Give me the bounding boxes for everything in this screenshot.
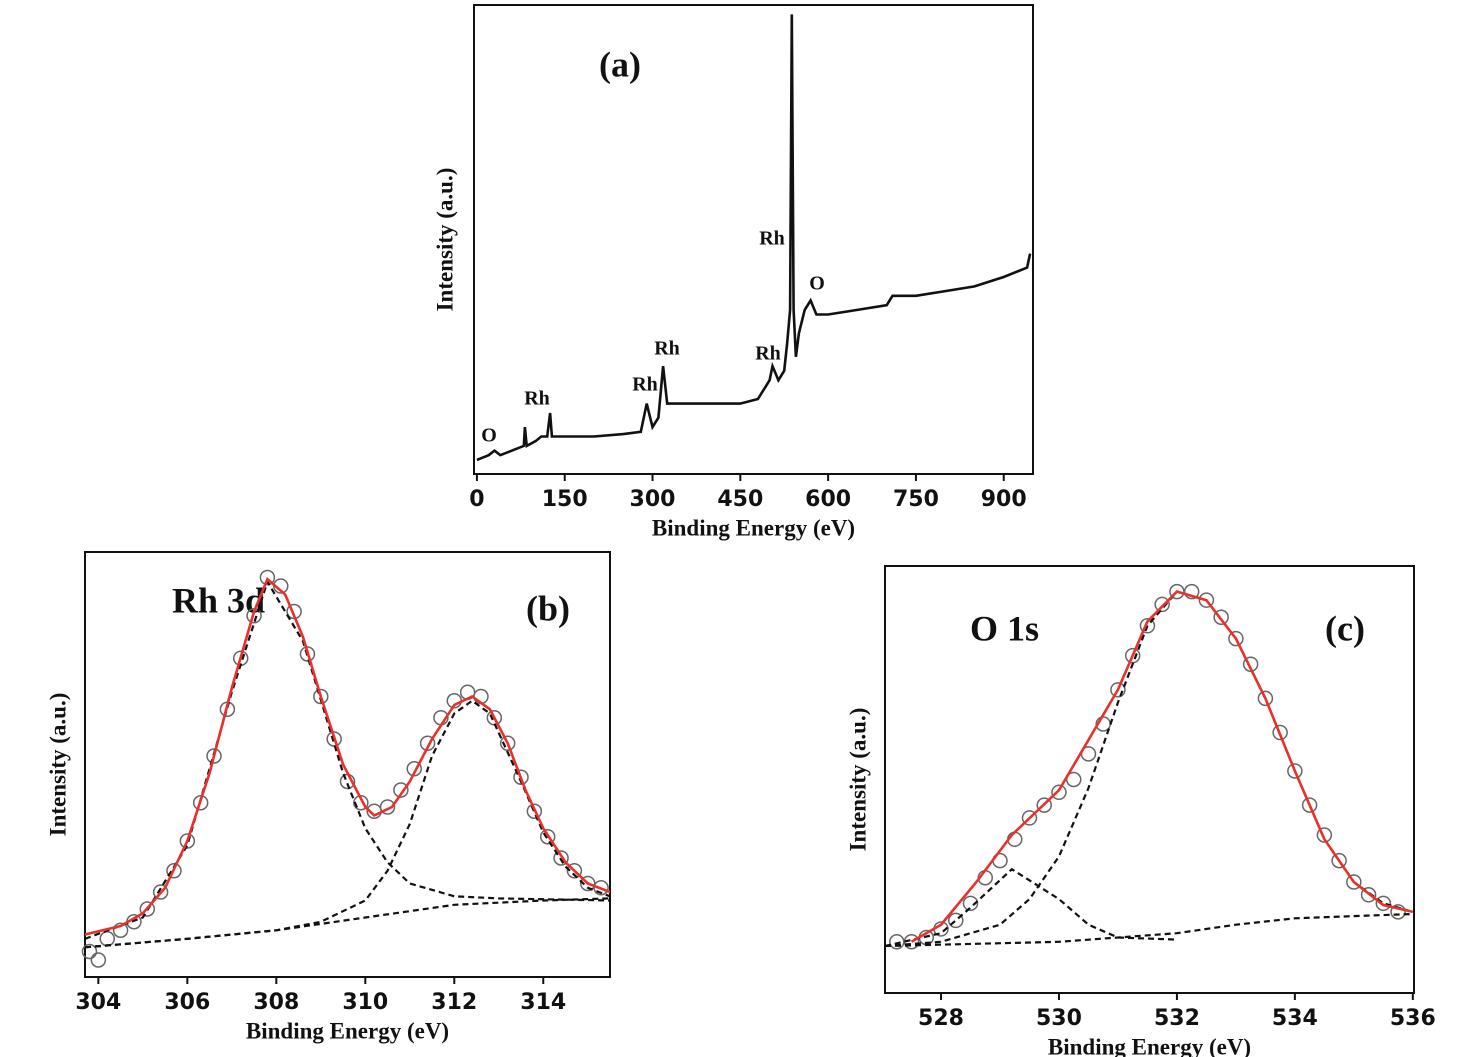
data-point (1375, 895, 1392, 912)
x-axis-label: Binding Energy (eV) (246, 1018, 449, 1043)
x-tick-label: 536 (1390, 1006, 1436, 1031)
data-point (192, 795, 209, 811)
y-axis-label: Intensity (a.u.) (845, 708, 870, 852)
annotation: O 1s (970, 608, 1039, 648)
x-tick-label: 450 (717, 487, 763, 512)
spectrum-line (910, 590, 1414, 943)
data-point (1316, 827, 1333, 843)
annotation: Rh (759, 228, 785, 250)
data-point (1051, 784, 1067, 801)
data-point (1139, 618, 1156, 634)
x-tick-label: 900 (981, 487, 1027, 512)
data-point (379, 799, 396, 815)
data-point (206, 748, 222, 764)
data-point (1272, 724, 1288, 741)
data-point (1228, 630, 1244, 647)
component-curve (84, 699, 611, 949)
data-point (166, 863, 182, 879)
data-point (112, 922, 129, 938)
x-tick-label: 314 (520, 990, 566, 1015)
panel-label: (b) (526, 588, 570, 628)
data-point (1331, 852, 1347, 869)
data-point (139, 901, 156, 917)
data-point (526, 803, 543, 819)
annotation: O (809, 273, 825, 295)
data-point (1346, 874, 1362, 890)
data-point (1183, 583, 1200, 600)
data-point (99, 931, 115, 947)
plot-frame (84, 551, 611, 978)
annotation: Rh (755, 343, 781, 365)
component-curve (84, 897, 611, 949)
x-axis-label: Binding Energy (eV) (652, 515, 855, 540)
component-curve (84, 579, 611, 940)
data-point (1213, 609, 1229, 625)
data-point (513, 769, 529, 785)
data-point (1390, 904, 1406, 920)
annotation: Rh 3d (172, 580, 265, 620)
x-tick-label: 534 (1272, 1006, 1318, 1031)
data-point (1287, 763, 1303, 779)
data-point (1036, 797, 1052, 813)
plot-frame (473, 4, 1034, 475)
x-tick-label: 600 (805, 487, 851, 512)
annotation: Rh (524, 388, 550, 410)
data-point (553, 850, 569, 866)
x-tick-label: 306 (164, 990, 210, 1015)
x-tick-label: 150 (542, 487, 588, 512)
data-point (90, 952, 107, 968)
panel-label: (a) (599, 44, 641, 84)
component-curve (884, 867, 1177, 948)
y-axis-label: Intensity (a.u.) (432, 168, 457, 312)
data-point (499, 735, 516, 751)
data-point (179, 833, 196, 849)
x-tick-label: 532 (1154, 1006, 1200, 1031)
annotation: O (481, 425, 497, 447)
data-point (566, 863, 583, 879)
data-point (1198, 592, 1215, 608)
x-axis-label: Binding Energy (eV) (1048, 1034, 1251, 1057)
data-point (1360, 887, 1377, 903)
data-point (152, 884, 169, 900)
data-point (1257, 690, 1274, 707)
x-tick-label: 528 (918, 1006, 964, 1031)
data-point (259, 569, 276, 586)
data-point (81, 943, 98, 960)
component-curve (884, 912, 1413, 948)
plot-frame (884, 565, 1415, 994)
x-tick-label: 0 (469, 487, 484, 512)
x-tick-label: 530 (1036, 1006, 1082, 1031)
data-point (948, 912, 964, 929)
panel-label: (c) (1325, 608, 1365, 648)
annotation: Rh (654, 338, 680, 360)
x-tick-label: 750 (893, 487, 939, 512)
spectrum-line (476, 14, 1032, 462)
data-point (1110, 682, 1126, 698)
data-point (1021, 810, 1038, 826)
x-tick-label: 312 (431, 990, 477, 1015)
data-point (539, 829, 556, 845)
data-point (393, 782, 409, 798)
data-point (299, 646, 316, 662)
x-tick-label: 300 (630, 487, 676, 512)
data-point (1301, 797, 1318, 813)
annotation: Rh (632, 374, 658, 396)
data-point (903, 934, 920, 950)
x-tick-label: 310 (342, 990, 388, 1015)
y-axis-label: Intensity (a.u.) (45, 693, 70, 837)
spectrum-line (84, 577, 611, 936)
x-tick-label: 308 (253, 990, 299, 1015)
x-tick-label: 304 (75, 990, 121, 1015)
data-point (593, 880, 609, 896)
data-point (1154, 596, 1170, 613)
data-point (962, 895, 979, 912)
